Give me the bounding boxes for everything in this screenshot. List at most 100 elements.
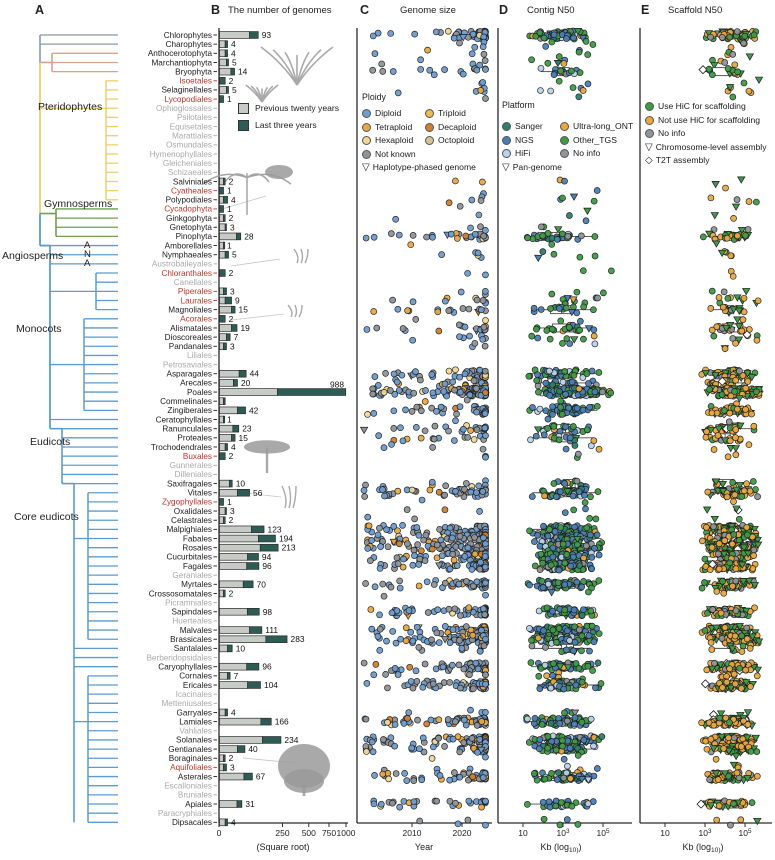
panel-c-title: Genome size <box>400 5 456 16</box>
data-point <box>408 744 415 752</box>
data-point <box>739 642 747 650</box>
data-point <box>376 646 384 654</box>
data-point <box>382 370 389 377</box>
data-point <box>591 252 599 260</box>
data-point <box>419 734 427 742</box>
bar-value: 1 <box>227 241 232 251</box>
data-point <box>743 523 751 531</box>
data-point <box>582 217 590 225</box>
data-point <box>568 378 576 386</box>
bar-previous <box>219 489 238 497</box>
data-point <box>536 736 544 743</box>
bar-recent <box>231 434 236 442</box>
data-point <box>544 425 551 432</box>
data-point <box>738 743 745 750</box>
data-point <box>707 304 715 312</box>
data-point <box>540 431 548 439</box>
taxon-label-lycopodiales: Lycopodiales <box>165 95 213 104</box>
taxon-label-aquifoliales: Aquifoliales <box>170 763 212 772</box>
data-point <box>585 380 592 387</box>
data-point <box>481 611 489 618</box>
data-point <box>726 437 734 445</box>
data-point <box>704 488 712 496</box>
data-point <box>389 296 396 304</box>
bar-recent <box>277 388 347 396</box>
data-point <box>416 555 424 563</box>
data-point <box>561 606 569 614</box>
taxon-label-ranunculales: Ranunculales <box>162 424 212 433</box>
data-point <box>463 577 470 585</box>
axis-caption-e: Kb (log10)) <box>682 842 723 854</box>
data-point <box>393 378 401 386</box>
data-point <box>743 635 751 643</box>
taxon-label-magnoliales: Magnoliales <box>168 305 212 314</box>
data-point <box>544 415 552 423</box>
data-point <box>383 526 390 533</box>
taxon-label-hymenophyllales: Hymenophyllales <box>150 150 212 159</box>
axis-caption-c: Year <box>415 842 433 852</box>
data-point <box>579 374 587 381</box>
bar-recent <box>223 589 226 598</box>
data-point <box>536 542 544 550</box>
data-point <box>582 38 590 45</box>
data-point <box>414 541 421 548</box>
data-point <box>574 450 582 458</box>
taxon-label-pinophyta: Pinophyta <box>176 232 213 241</box>
taxon-label-selaginellales: Selaginellales <box>161 86 212 95</box>
data-point <box>590 332 598 340</box>
data-point <box>563 35 570 42</box>
bar-recent <box>237 406 246 415</box>
data-point <box>468 735 476 742</box>
data-point <box>591 388 599 396</box>
data-point <box>384 684 391 692</box>
data-point <box>471 550 479 558</box>
data-point <box>706 566 714 574</box>
data-point <box>543 327 551 334</box>
data-point <box>376 611 383 619</box>
bar-previous <box>219 534 259 543</box>
data-point <box>568 67 575 75</box>
data-point <box>560 60 568 67</box>
data-point <box>552 493 560 500</box>
bar-recent <box>223 754 226 762</box>
data-point-triangle <box>747 374 757 382</box>
data-point <box>723 678 731 686</box>
data-point <box>575 626 583 634</box>
data-point <box>482 680 489 688</box>
data-point <box>369 390 377 398</box>
data-point <box>739 372 747 379</box>
data-point <box>384 543 392 551</box>
data-point <box>370 308 378 315</box>
data-point <box>398 371 406 379</box>
taxon-label-dioscoreales: Dioscoreales <box>165 333 212 342</box>
data-point <box>390 425 398 432</box>
bar-previous <box>219 379 234 387</box>
data-point <box>428 371 436 378</box>
taxon-label-marchantiophyta: Marchantiophyta <box>151 58 212 67</box>
data-point <box>557 524 565 531</box>
data-point <box>452 487 459 495</box>
data-point <box>476 366 484 374</box>
taxon-label-laurales: Laurales <box>181 296 212 305</box>
data-point <box>732 451 740 459</box>
bar-recent <box>246 662 260 671</box>
taxon-label-fabales: Fabales <box>183 534 212 543</box>
bar-recent <box>230 67 235 76</box>
bar-value: 20 <box>241 378 251 388</box>
data-point <box>418 496 426 504</box>
data-point <box>710 721 718 729</box>
data-point <box>708 287 716 295</box>
data-point <box>570 372 578 379</box>
data-point <box>407 241 415 249</box>
data-point <box>570 34 577 42</box>
bar-recent <box>226 333 231 341</box>
data-point <box>547 87 554 95</box>
bar-recent <box>227 644 233 653</box>
taxon-label-psilotales: Psilotales <box>177 113 212 122</box>
plant-silhouette-acacia <box>265 447 269 473</box>
data-point <box>452 543 460 551</box>
data-point <box>571 720 578 728</box>
data-point <box>738 327 746 335</box>
taxon-label-chloranthales: Chloranthales <box>161 269 212 278</box>
